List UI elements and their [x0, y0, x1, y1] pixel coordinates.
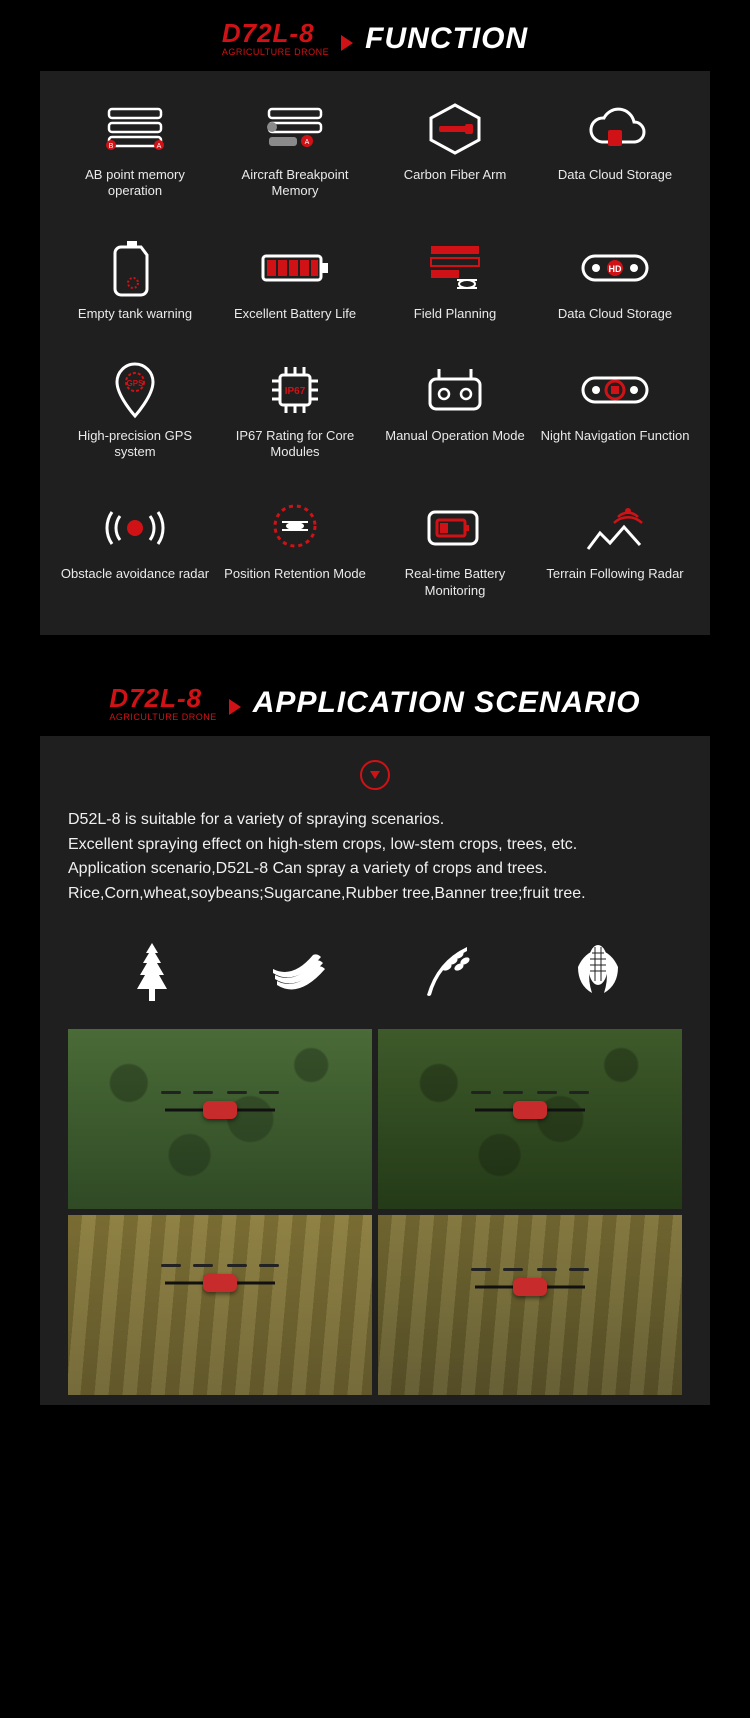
- feature-label: Manual Operation Mode: [385, 428, 524, 444]
- feature-label: Empty tank warning: [78, 306, 192, 322]
- feature-item: IP67 IP67 Rating for Core Modules: [220, 362, 370, 461]
- feature-label: AB point memory operation: [60, 167, 210, 200]
- down-arrow-ring-icon: [360, 760, 390, 790]
- application-title: APPLICATION SCENARIO: [253, 686, 641, 720]
- feature-label: High-precision GPS system: [60, 428, 210, 461]
- banana-icon: [265, 939, 337, 1003]
- gps-pin-icon: GPS: [100, 362, 170, 418]
- rows-ab-icon: B A: [100, 101, 170, 157]
- feature-item: Night Navigation Function: [540, 362, 690, 461]
- model-name: D72L-8: [109, 685, 216, 711]
- chevron-right-icon: [341, 35, 353, 51]
- feature-label: IP67 Rating for Core Modules: [220, 428, 370, 461]
- app-line: Rice,Corn,wheat,soybeans;Sugarcane,Rubbe…: [68, 882, 682, 907]
- feature-label: Aircraft Breakpoint Memory: [220, 167, 370, 200]
- tank-icon: [100, 240, 170, 296]
- feature-item: Obstacle avoidance radar: [60, 500, 210, 599]
- app-line: Application scenario,D52L-8 Can spray a …: [68, 857, 682, 882]
- battery-rt-icon: [420, 500, 490, 556]
- terrain-icon: [580, 500, 650, 556]
- feature-item: Carbon Fiber Arm: [380, 101, 530, 200]
- scenario-photo: [378, 1029, 682, 1209]
- scenario-photo: [68, 1029, 372, 1209]
- feature-item: HD Data Cloud Storage: [540, 240, 690, 322]
- rows-break-icon: A: [260, 101, 330, 157]
- feature-label: Data Cloud Storage: [558, 306, 672, 322]
- application-header: D72L-8 AGRICULTURE DRONE APPLICATION SCE…: [0, 665, 750, 736]
- svg-text:A: A: [305, 139, 310, 146]
- chip-ip67-icon: IP67: [260, 362, 330, 418]
- function-panel: B A AB point memory operation A Aircraft…: [40, 71, 710, 635]
- svg-text:HD: HD: [609, 264, 622, 274]
- pos-hold-icon: [260, 500, 330, 556]
- model-sub: AGRICULTURE DRONE: [222, 48, 329, 57]
- scenario-photo: [378, 1215, 682, 1395]
- application-panel: D52L-8 is suitable for a variety of spra…: [40, 736, 710, 1405]
- feature-label: Excellent Battery Life: [234, 306, 356, 322]
- feature-item: GPS High-precision GPS system: [60, 362, 210, 461]
- model-block: D72L-8 AGRICULTURE DRONE: [109, 685, 216, 722]
- scenario-photo: [68, 1215, 372, 1395]
- feature-item: Data Cloud Storage: [540, 101, 690, 200]
- feature-label: Night Navigation Function: [541, 428, 690, 444]
- feature-label: Field Planning: [414, 306, 496, 322]
- hd-cam-icon: HD: [580, 240, 650, 296]
- feature-label: Terrain Following Radar: [546, 566, 683, 582]
- tree-icon: [116, 939, 188, 1003]
- app-line: D52L-8 is suitable for a variety of spra…: [68, 808, 682, 833]
- corn-icon: [562, 939, 634, 1003]
- cloud-data-icon: [580, 101, 650, 157]
- radar-obs-icon: [100, 500, 170, 556]
- feature-item: B A AB point memory operation: [60, 101, 210, 200]
- model-block: D72L-8 AGRICULTURE DRONE: [222, 20, 329, 57]
- function-title: FUNCTION: [365, 22, 528, 56]
- scenario-photo-grid: [68, 1029, 682, 1395]
- svg-text:GPS: GPS: [127, 379, 145, 388]
- feature-item: Manual Operation Mode: [380, 362, 530, 461]
- feature-label: Data Cloud Storage: [558, 167, 672, 183]
- feature-label: Obstacle avoidance radar: [61, 566, 209, 582]
- remote-icon: [420, 362, 490, 418]
- hex-arm-icon: [420, 101, 490, 157]
- feature-item: Excellent Battery Life: [220, 240, 370, 322]
- svg-text:A: A: [157, 143, 162, 150]
- feature-label: Position Retention Mode: [224, 566, 366, 582]
- svg-text:IP67: IP67: [285, 386, 306, 397]
- feature-item: Field Planning: [380, 240, 530, 322]
- feature-item: Real-time Battery Monitoring: [380, 500, 530, 599]
- feature-label: Real-time Battery Monitoring: [380, 566, 530, 599]
- feature-label: Carbon Fiber Arm: [404, 167, 507, 183]
- wheat-icon: [413, 939, 485, 1003]
- crop-icon-row: [68, 931, 682, 1029]
- application-text: D52L-8 is suitable for a variety of spra…: [68, 808, 682, 907]
- function-header: D72L-8 AGRICULTURE DRONE FUNCTION: [0, 0, 750, 71]
- feature-item: Empty tank warning: [60, 240, 210, 322]
- feature-grid: B A AB point memory operation A Aircraft…: [60, 101, 690, 599]
- model-sub: AGRICULTURE DRONE: [109, 713, 216, 722]
- feature-item: Position Retention Mode: [220, 500, 370, 599]
- feature-item: Terrain Following Radar: [540, 500, 690, 599]
- model-name: D72L-8: [222, 20, 329, 46]
- chevron-right-icon: [229, 699, 241, 715]
- battery-full-icon: [260, 240, 330, 296]
- svg-text:B: B: [109, 143, 114, 150]
- field-plan-icon: [420, 240, 490, 296]
- feature-item: A Aircraft Breakpoint Memory: [220, 101, 370, 200]
- app-line: Excellent spraying effect on high-stem c…: [68, 833, 682, 858]
- night-cam-icon: [580, 362, 650, 418]
